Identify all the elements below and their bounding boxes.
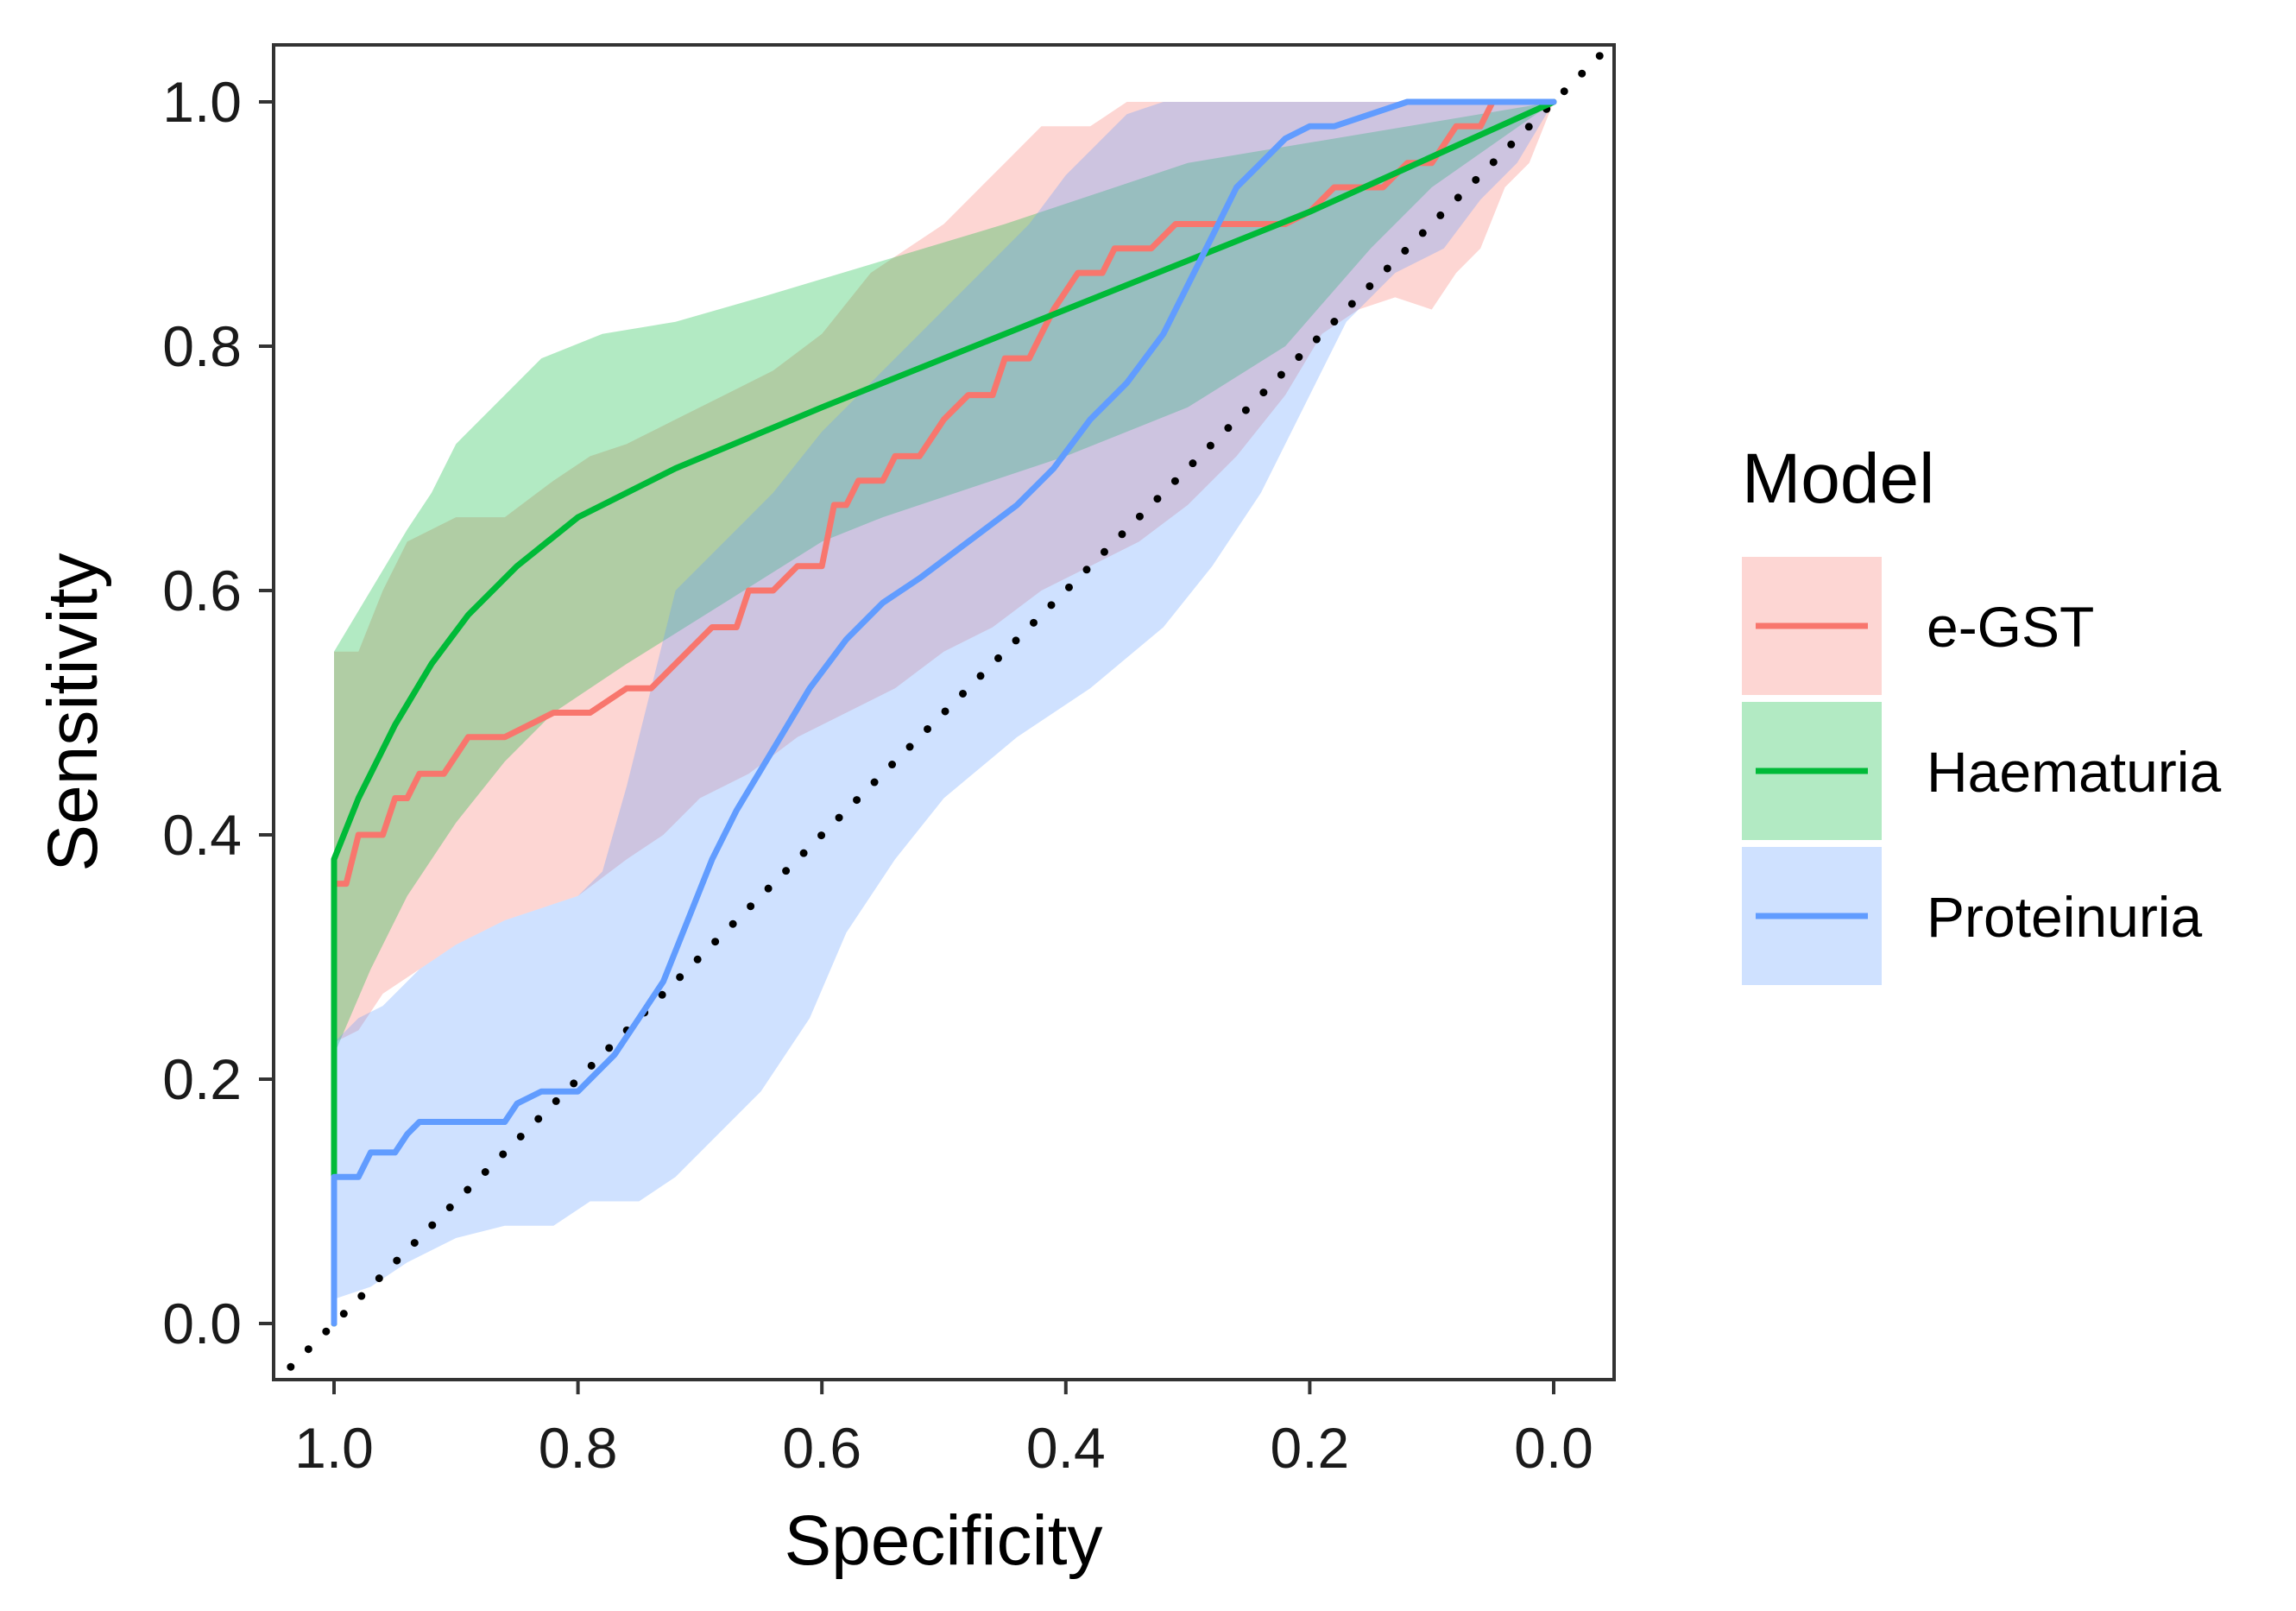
proteinuria-roc-line [331,98,1557,1327]
y-axis: 0.0 0.2 0.4 0.6 0.8 1.0 [162,70,274,1355]
y-tick-label: 0.2 [162,1047,242,1111]
y-axis-title: Sensitivity [34,553,112,871]
legend-label-proteinuria: Proteinuria [1927,885,2202,949]
y-tick-label: 0.8 [162,314,242,378]
reference-diagonal [274,45,1614,1380]
confidence-bands [334,102,1554,1299]
x-tick-label: 0.4 [1026,1416,1106,1480]
legend-item-haematuria: Haematuria [1742,702,2221,840]
x-tick-label: 0.2 [1271,1416,1350,1480]
y-tick-label: 1.0 [162,70,242,134]
haematuria-roc-line [331,98,1557,1327]
y-tick-label: 0.4 [162,803,242,867]
x-tick-label: 1.0 [294,1416,374,1480]
x-axis-title: Specificity [784,1501,1102,1580]
roc-curves [331,98,1557,1327]
plot-panel-border [272,43,1616,1381]
x-tick-label: 0.0 [1514,1416,1593,1480]
e-gst-ci-band [334,102,1554,1043]
proteinuria-ci-band [334,102,1554,1299]
x-axis: 1.0 0.8 0.6 0.4 0.2 0.0 [294,1380,1593,1480]
y-tick-label: 0.6 [162,559,242,622]
x-tick-label: 0.8 [539,1416,618,1480]
haematuria-ci-band [334,102,1554,1178]
legend-item-proteinuria: Proteinuria [1742,847,2202,985]
legend-label-haematuria: Haematuria [1927,740,2221,804]
legend: Model e-GST Haematuria Proteinuria [1742,439,2221,985]
y-tick-label: 0.0 [162,1292,242,1355]
legend-item-e-gst: e-GST [1742,557,2094,695]
legend-label-e-gst: e-GST [1927,595,2094,659]
x-tick-label: 0.6 [782,1416,861,1480]
legend-title: Model [1742,439,1934,518]
